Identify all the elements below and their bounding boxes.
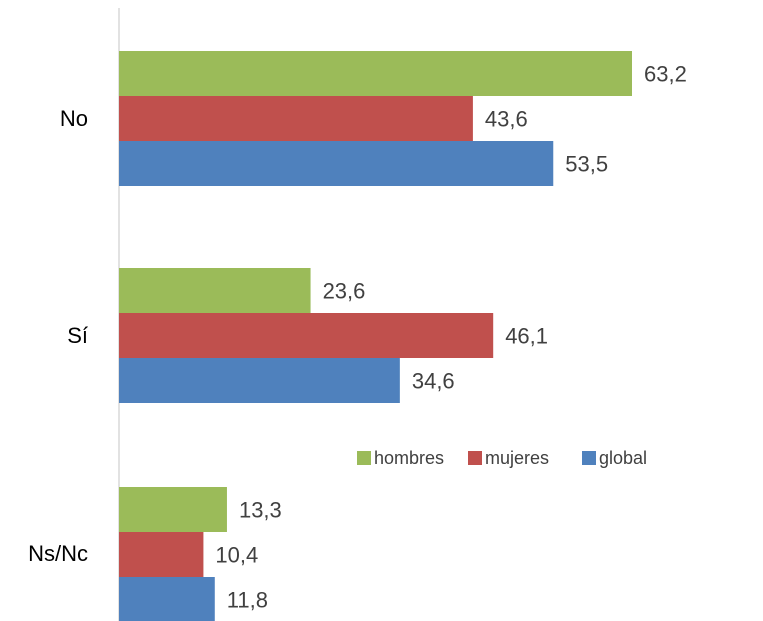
data-label-hombres: 13,3 [239, 498, 282, 523]
value-labels-group: 63,2 43,6 53,5 23,6 46,1 34,6 13,3 10,4 11,8 [215, 62, 686, 613]
bar-hombres [119, 51, 632, 96]
data-label-global: 34,6 [412, 369, 455, 394]
data-label-mujeres: 43,6 [485, 107, 528, 132]
category-label: Ns/Nc [28, 541, 88, 566]
data-label-hombres: 23,6 [323, 279, 366, 304]
bar-mujeres [119, 313, 494, 358]
legend: hombres mujeres global [357, 448, 647, 468]
bar-mujeres [119, 96, 473, 141]
data-label-global: 53,5 [565, 152, 608, 177]
legend-label-global: global [599, 448, 647, 468]
category-labels-group: No Sí Ns/Nc [28, 106, 88, 566]
bar-global [119, 141, 554, 186]
data-label-hombres: 63,2 [644, 62, 687, 87]
bar-global [119, 358, 400, 403]
legend-label-mujeres: mujeres [485, 448, 549, 468]
data-label-mujeres: 10,4 [215, 543, 258, 568]
bar-hombres [119, 487, 227, 532]
category-label: Sí [67, 323, 88, 348]
bar-global [119, 577, 215, 621]
category-label: No [60, 106, 88, 131]
bar-mujeres [119, 532, 204, 577]
legend-swatch-mujeres [468, 451, 482, 465]
legend-label-hombres: hombres [374, 448, 444, 468]
data-label-global: 11,8 [227, 588, 268, 613]
legend-swatch-hombres [357, 451, 371, 465]
legend-swatch-global [582, 451, 596, 465]
bars-group [119, 51, 632, 621]
data-label-mujeres: 46,1 [505, 324, 548, 349]
bar-hombres [119, 268, 311, 313]
